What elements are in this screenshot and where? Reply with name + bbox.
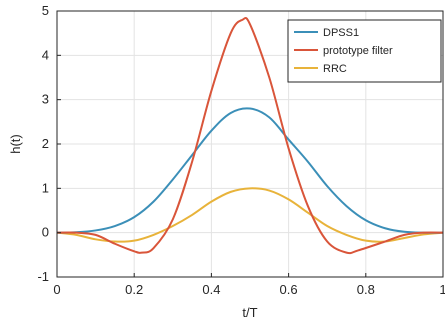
ticks: 0 0.2 0.4 0.6 0.8 1 -1 0 1 2 3 4 5 [37,3,445,297]
x-tick-label-0: 0 [53,282,60,297]
y-tick-label-3: 2 [42,136,49,151]
x-axis-label: t/T [242,305,257,320]
y-tick-label-1: 0 [42,225,49,240]
y-axis-label: h(t) [8,134,23,154]
x-tick-label-2: 0.4 [202,282,220,297]
series-line-prototype-filter [56,16,444,255]
y-tick-label-0: -1 [37,269,49,284]
y-tick-label-2: 1 [42,180,49,195]
series-line-dpss1 [56,107,444,234]
legend-label-prototype-filter: prototype filter [323,45,393,57]
y-tick-label-5: 4 [42,47,49,62]
y-tick-label-4: 3 [42,92,49,107]
x-tick-label-3: 0.6 [280,282,298,297]
grid [56,10,444,278]
series-layer [56,16,444,255]
x-tick-label-4: 0.8 [357,282,375,297]
legend-label-rrc: RRC [323,63,347,75]
x-tick-label-5: 1 [439,282,445,297]
legend-label-dpss1: DPSS1 [323,27,359,39]
x-tick-label-1: 0.2 [125,282,143,297]
series-line-rrc [56,187,444,243]
legend: DPSS1 prototype filter RRC [287,19,442,83]
y-tick-label-6: 5 [42,3,49,18]
